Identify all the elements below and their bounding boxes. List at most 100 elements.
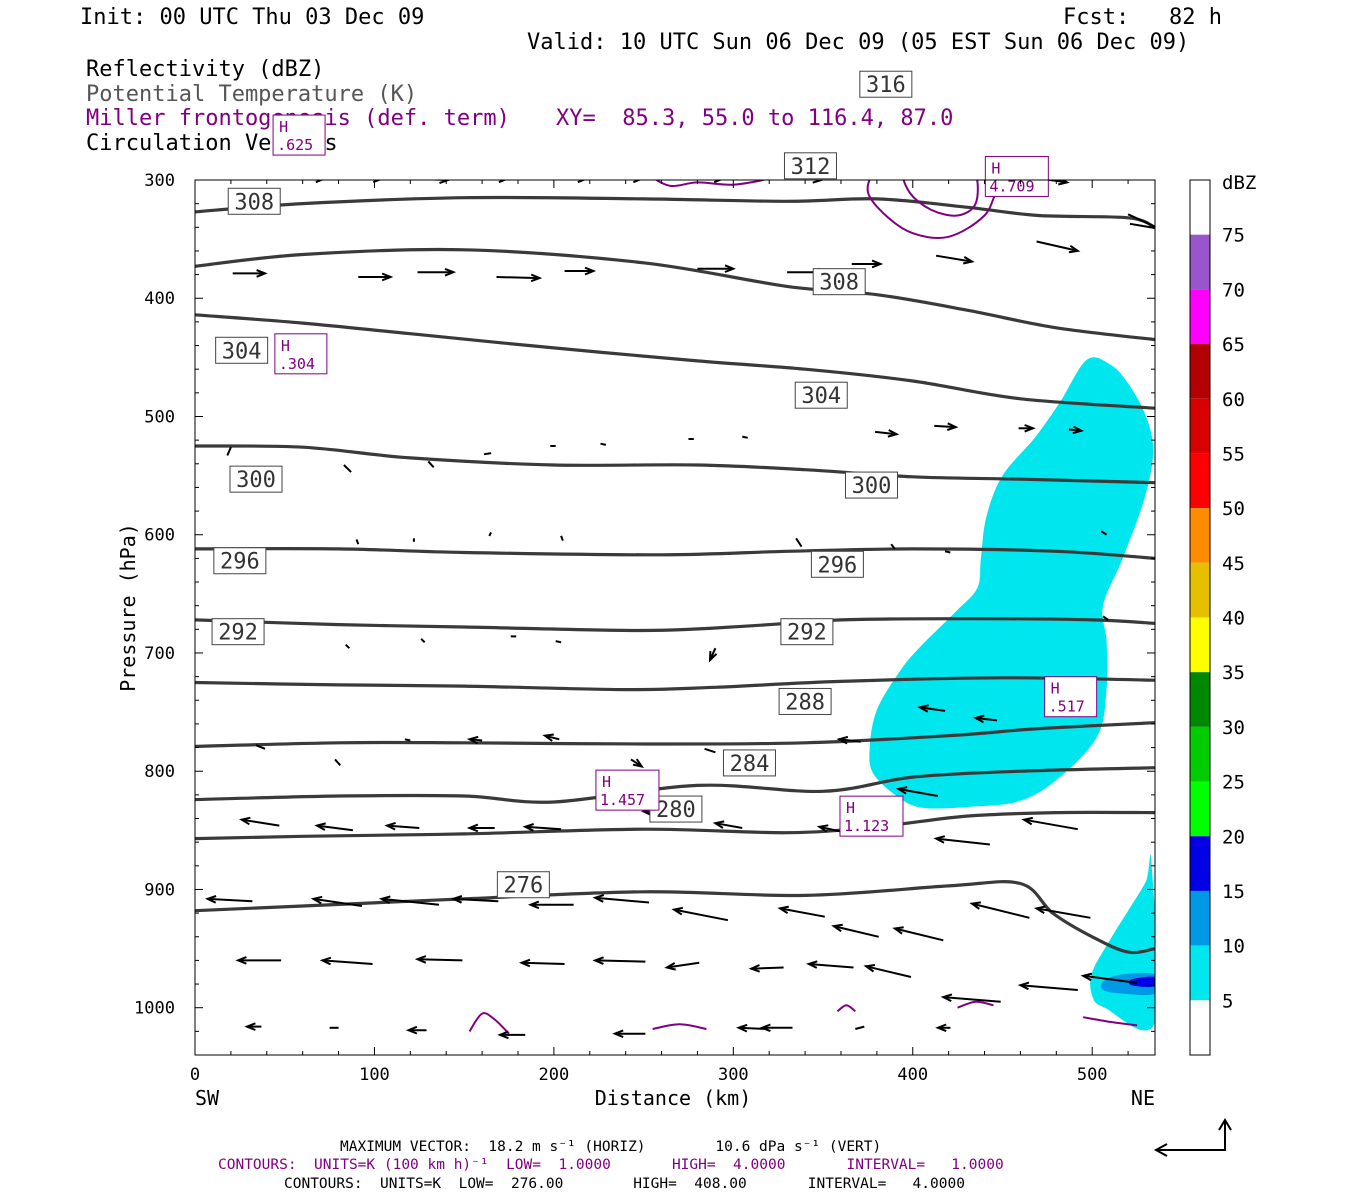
vector-head [425, 102, 433, 109]
y-tick-label-300: 300 [144, 171, 175, 191]
vector-shaft [427, 460, 435, 468]
axes: 0 100 200 300 400 500 300 400 500 600 700 800 900 100… [116, 171, 1155, 1110]
sw-label: SW [195, 1086, 220, 1110]
circulation-vector-100 [592, 956, 646, 965]
vector-shaft [971, 902, 1030, 919]
vector-shaft [715, 822, 743, 829]
colorbar-bin-8 [1190, 617, 1210, 673]
frontogenesis-max-letter: H [1051, 680, 1060, 698]
vector-head [633, 180, 642, 184]
frontogenesis-max-value: 1.123 [844, 817, 889, 835]
vector-shaft [1083, 974, 1138, 984]
vector-head [450, 895, 463, 904]
circulation-vector-66 [466, 735, 483, 745]
vector-shaft [898, 788, 939, 797]
colorbar-label-60: 60 [1222, 389, 1245, 411]
vector-head [1024, 424, 1036, 433]
circulation-vector-85 [310, 895, 363, 907]
vector-head [1021, 816, 1034, 826]
colorbar: 75 70 65 60 55 50 45 40 35 30 25 20 15 10 5 dBZ [1189, 172, 1256, 1056]
cross-section-endpoints: XY= 85.3, 55.0 to 116.4, 87.0 [556, 106, 954, 131]
vector-head [530, 273, 543, 283]
vector-shaft [313, 897, 363, 907]
theta-label-text: 292 [787, 621, 827, 646]
circulation-vector-81 [895, 786, 939, 797]
circulation-vector-114 [759, 1023, 793, 1033]
frontogenesis-max-5: H1.123 [839, 795, 904, 837]
circulation-vector-24 [1127, 213, 1155, 232]
theta-label-2: 284 [722, 749, 776, 777]
circulation-vector-74 [314, 822, 354, 832]
theta-label-6: 296 [213, 547, 267, 575]
circulation-vector-7 [742, 96, 787, 105]
vector-head [708, 651, 718, 663]
vector-head [933, 835, 946, 844]
circulation-vector-63 [255, 744, 266, 750]
vector-shaft [226, 446, 232, 456]
colorbar-label-15: 15 [1222, 881, 1245, 903]
vector-head [843, 91, 852, 98]
circulation-vector-83 [1021, 816, 1078, 831]
circulation-vector-82 [933, 835, 991, 846]
circulation-vector-3 [493, 105, 527, 112]
reference-vector-arrow [1153, 1118, 1232, 1157]
frontogenesis-max-letter: H [281, 337, 290, 355]
circulation-vector-21 [893, 171, 920, 178]
vector-head [439, 180, 451, 185]
frontogenesis-max-box [272, 114, 326, 156]
vector-shaft [420, 638, 426, 644]
vector-shaft [742, 435, 748, 439]
vector-shaft [381, 897, 440, 906]
frontogenesis-max-box [595, 769, 660, 811]
vector-shaft [1087, 61, 1119, 68]
vector-head [831, 923, 843, 933]
circulation-vector-79 [712, 820, 743, 829]
colorbar-units: dBZ [1222, 172, 1256, 194]
circulation-vector-34 [1036, 240, 1081, 254]
vector-head [1110, 63, 1119, 70]
frontogenesis-contour-6 [957, 1000, 994, 1009]
circulation-vector-86 [378, 895, 440, 906]
vector-shaft [975, 717, 998, 722]
circulation-vector-70 [836, 735, 861, 745]
theta-label-box [215, 336, 269, 364]
frontogenesis-max-value: .517 [1049, 698, 1085, 716]
vector-head [592, 956, 604, 965]
theta-label-9: 300 [844, 471, 898, 499]
theta-contour-292 [195, 676, 1155, 692]
theta-contour-300 [195, 547, 1155, 560]
vector-shaft [255, 744, 266, 750]
vector-shaft [343, 464, 352, 473]
vector-shaft [704, 747, 716, 754]
vector-head [946, 422, 959, 431]
vector-head [444, 267, 457, 277]
vector-shaft [417, 958, 463, 962]
vector-head [1011, 77, 1020, 83]
colorbar-bin-9 [1190, 672, 1210, 727]
vector-head [244, 1022, 256, 1031]
colorbar-label-70: 70 [1222, 279, 1245, 301]
vector-shaft [985, 71, 1021, 83]
circulation-vector-2 [446, 102, 468, 109]
circulation-vector-72 [972, 714, 998, 724]
circulation-vector-50 [488, 531, 492, 537]
vector-head [863, 964, 876, 973]
theta-label-box [211, 618, 265, 646]
circulation-vector-112 [612, 1029, 646, 1039]
circulation-vector-41 [600, 442, 607, 446]
colorbar-bin-0 [1190, 180, 1210, 235]
frontogenesis-max-letter: H [846, 799, 855, 817]
circulation-vector-36 [226, 446, 232, 456]
circulation-vector-27 [417, 267, 457, 277]
circulation-vector-15 [418, 180, 451, 185]
circulation-vector-90 [671, 906, 729, 922]
theta-label-box [810, 550, 864, 578]
colorbar-label-30: 30 [1222, 717, 1245, 739]
vector-head [836, 735, 849, 745]
circulation-vector-101 [664, 961, 700, 971]
circulation-vector-73 [239, 816, 280, 827]
x-tick-label-100: 100 [359, 1065, 390, 1085]
theta-label-box [812, 268, 866, 296]
circulation-vector-4 [540, 106, 578, 113]
